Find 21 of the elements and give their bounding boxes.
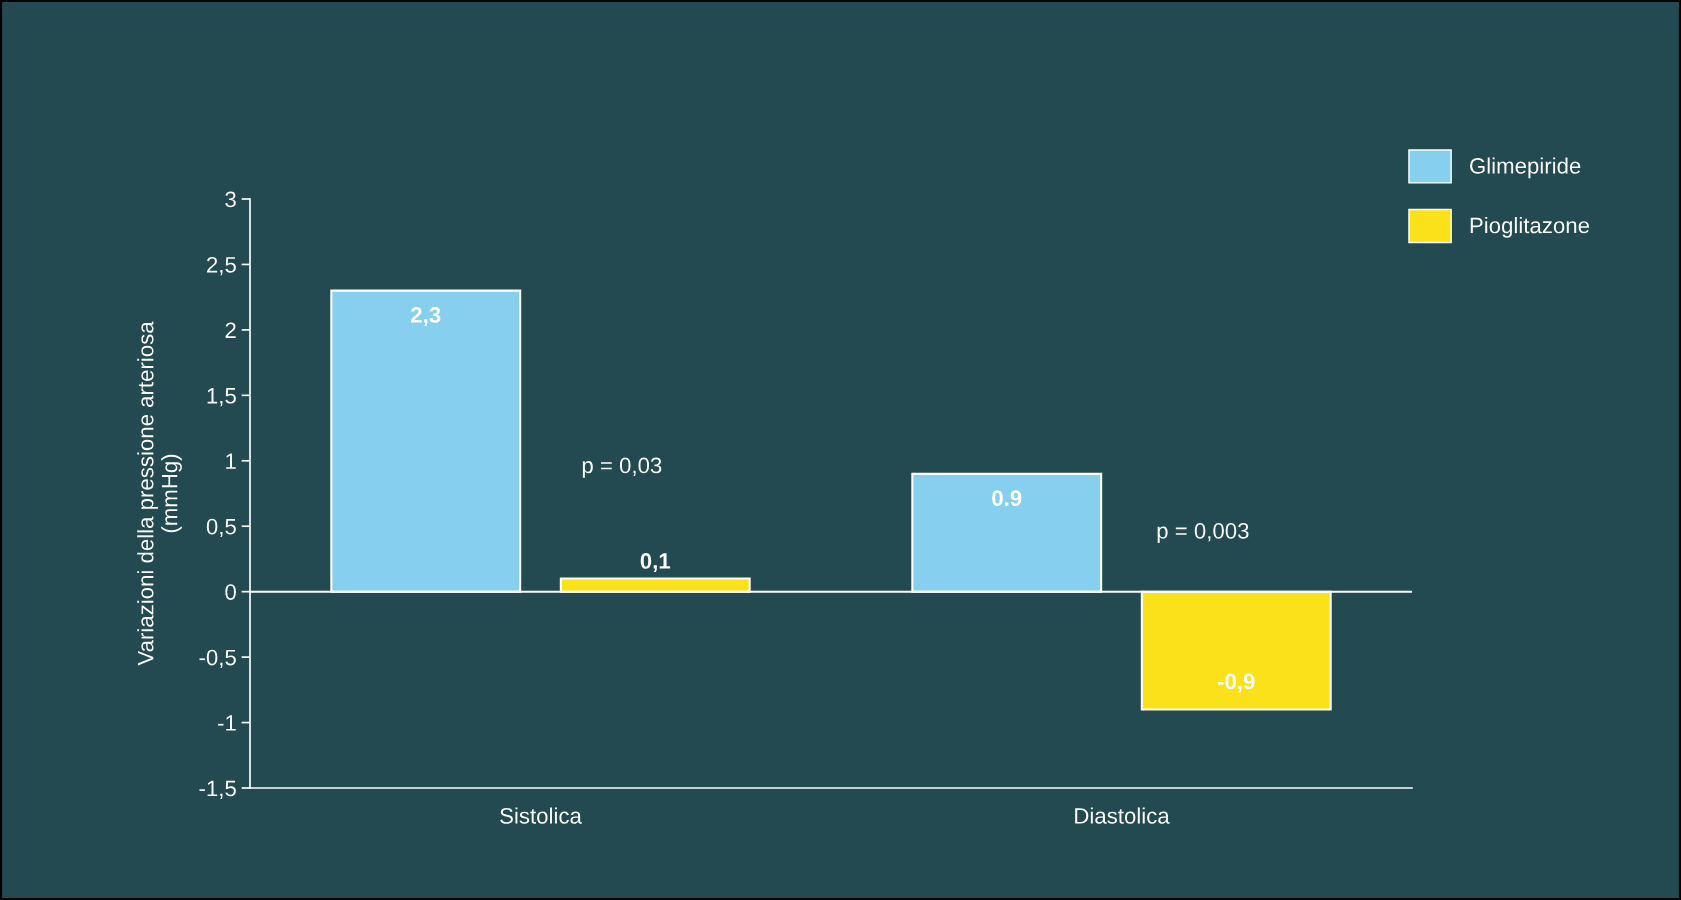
y-tick-label: 0,5 bbox=[206, 518, 236, 538]
y-tick-label: 2 bbox=[225, 322, 236, 338]
data-label: -0,9 bbox=[1217, 673, 1255, 693]
y-tick-label: -1,5 bbox=[199, 780, 236, 799]
y-axis-title: Variazioni della pressione arteriosa (mmHg) bbox=[137, 321, 182, 666]
y-tick-label: 1 bbox=[226, 453, 236, 469]
data-label: 0.9 bbox=[992, 490, 1022, 507]
legend-label: Pioglitazone bbox=[1470, 217, 1590, 238]
legend-label: Glimepiride bbox=[1470, 157, 1581, 179]
data-label: 0,1 bbox=[640, 553, 671, 573]
y-tick-label: -0,5 bbox=[199, 649, 236, 669]
y-tick-label: -1 bbox=[218, 715, 236, 731]
y-tick-label: 3 bbox=[225, 191, 236, 208]
data-label: 2,3 bbox=[411, 307, 441, 326]
y-tick-label: 1,5 bbox=[207, 388, 236, 407]
annotation: p = 0,003 bbox=[1157, 523, 1249, 544]
y-tick-label: 0 bbox=[225, 584, 236, 600]
x-tick-label: Sistolica bbox=[500, 807, 582, 824]
y-tick-label: 2,5 bbox=[207, 256, 236, 276]
x-tick-label: Diastolica bbox=[1075, 807, 1170, 824]
annotation: p = 0,03 bbox=[582, 457, 662, 478]
